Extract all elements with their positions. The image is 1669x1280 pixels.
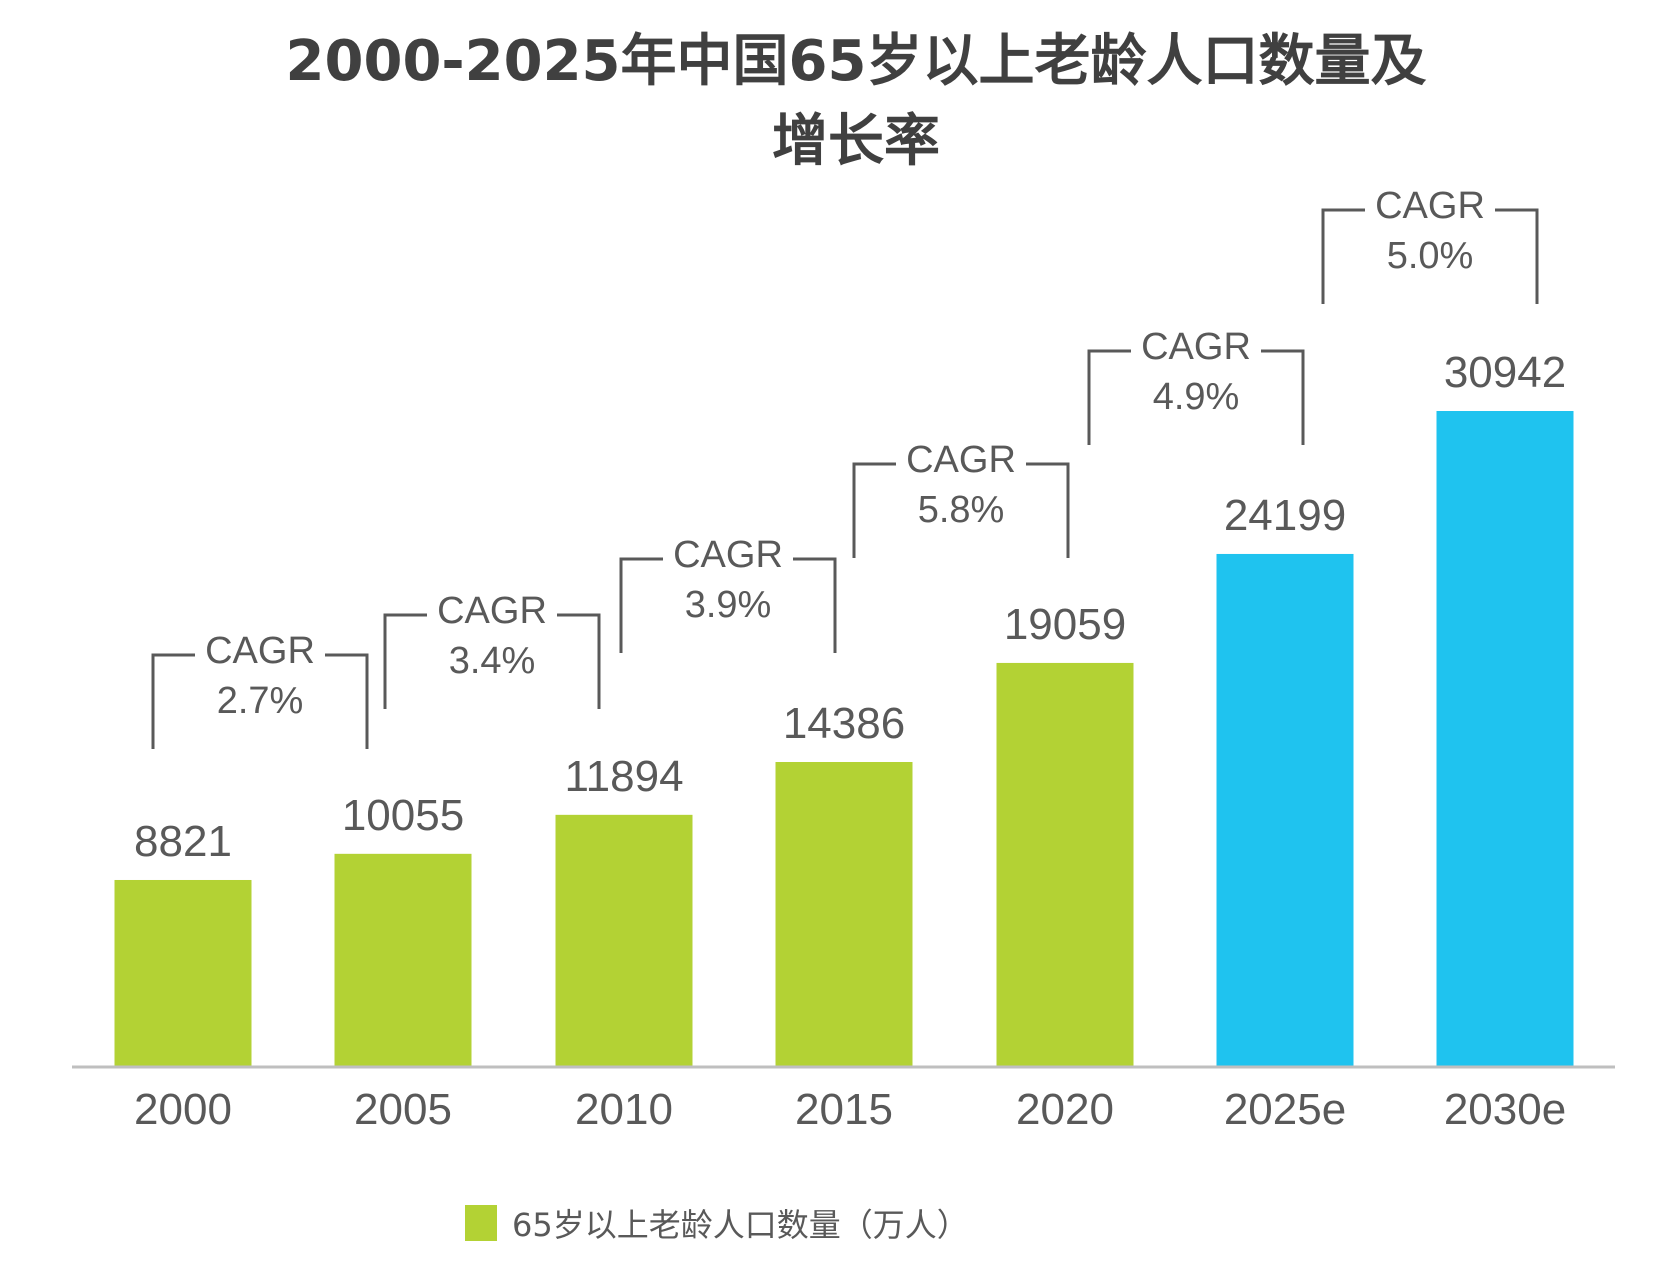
bracket-line bbox=[1087, 349, 1305, 445]
cagr-label: CAGR bbox=[673, 534, 783, 576]
data-label: 8821 bbox=[134, 817, 232, 866]
bar-2020 bbox=[996, 662, 1134, 1067]
data-label: 14386 bbox=[783, 699, 905, 748]
cagr-label: CAGR bbox=[205, 630, 315, 672]
cagr-value: 4.9% bbox=[1153, 376, 1240, 418]
x-tick-label: 2030e bbox=[1444, 1085, 1566, 1134]
x-tick-label: 2005 bbox=[354, 1085, 452, 1134]
bar-2025e bbox=[1216, 553, 1354, 1067]
bracket-line bbox=[383, 613, 601, 709]
x-tick-label: 2020 bbox=[1016, 1085, 1114, 1134]
x-tick-label: 2015 bbox=[795, 1085, 893, 1134]
cagr-bracket: CAGR 4.9% bbox=[1087, 326, 1305, 445]
cagr-label: CAGR bbox=[437, 590, 547, 632]
bracket-line bbox=[619, 557, 837, 653]
cagr-value: 3.9% bbox=[685, 584, 772, 626]
cagr-bracket: CAGR 3.4% bbox=[383, 590, 601, 709]
legend-label: 65岁以上老龄人口数量（万人） bbox=[512, 1206, 969, 1244]
bar-2030e bbox=[1436, 411, 1574, 1067]
cagr-value: 2.7% bbox=[217, 680, 304, 722]
data-label: 11894 bbox=[564, 752, 683, 801]
chart-title-line2: 增长率 bbox=[772, 109, 940, 174]
bar-2000 bbox=[114, 879, 252, 1067]
data-label: 19059 bbox=[1004, 600, 1126, 649]
bar-2010 bbox=[555, 814, 693, 1067]
bracket-line bbox=[1321, 208, 1539, 304]
legend-swatch bbox=[465, 1205, 497, 1241]
cagr-label: CAGR bbox=[1375, 185, 1485, 227]
cagr-bracket: CAGR 5.0% bbox=[1321, 185, 1539, 304]
x-tick-label: 2025e bbox=[1224, 1085, 1346, 1134]
x-tick-label: 2010 bbox=[575, 1085, 673, 1134]
cagr-bracket: CAGR 2.7% bbox=[151, 630, 369, 749]
data-label: 10055 bbox=[342, 791, 464, 840]
cagr-bracket: CAGR 3.9% bbox=[619, 534, 837, 653]
chart-title: 2000-2025年中国65岁以上老龄人口数量及 bbox=[286, 29, 1427, 94]
bar-2015 bbox=[775, 762, 913, 1067]
cagr-value: 5.0% bbox=[1387, 235, 1474, 277]
cagr-label: CAGR bbox=[1141, 326, 1251, 368]
bar-2005 bbox=[334, 853, 472, 1067]
bracket-line bbox=[151, 653, 369, 749]
cagr-value: 5.8% bbox=[918, 489, 1005, 531]
data-label: 30942 bbox=[1444, 348, 1566, 397]
legend: 65岁以上老龄人口数量（万人） bbox=[465, 1205, 969, 1244]
cagr-label: CAGR bbox=[906, 439, 1016, 481]
x-tick-label: 2000 bbox=[134, 1085, 232, 1134]
cagr-value: 3.4% bbox=[449, 640, 536, 682]
bracket-line bbox=[852, 462, 1070, 558]
cagr-bracket: CAGR 5.8% bbox=[852, 439, 1070, 558]
data-label: 24199 bbox=[1224, 491, 1346, 540]
